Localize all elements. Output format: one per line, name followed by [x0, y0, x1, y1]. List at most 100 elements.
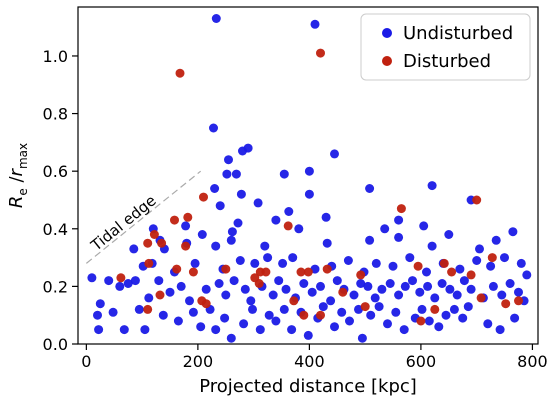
undisturbed-point [365, 235, 375, 245]
undisturbed-point [452, 290, 462, 300]
undisturbed-point [173, 316, 183, 326]
undisturbed-point [246, 296, 256, 306]
undisturbed-point [345, 316, 354, 326]
undisturbed-point [437, 279, 447, 288]
undisturbed-point [95, 299, 105, 309]
y-label-var-sub: max [16, 143, 30, 169]
y-label-var: r [6, 167, 27, 176]
undisturbed-point [221, 290, 231, 300]
undisturbed-point [472, 256, 482, 265]
undisturbed-point [486, 261, 496, 271]
undisturbed-point [427, 241, 437, 251]
undisturbed-point [94, 325, 104, 335]
undisturbed-point [271, 215, 281, 225]
undisturbed-point [239, 319, 249, 329]
undisturbed-point [281, 284, 291, 294]
plot-frame [77, 6, 539, 345]
undisturbed-point [385, 279, 395, 288]
disturbed-point [144, 258, 154, 268]
undisturbed-point [196, 322, 206, 332]
undisturbed-point [363, 281, 373, 291]
undisturbed-point [449, 304, 459, 314]
undisturbed-point [134, 304, 144, 314]
undisturbed-point [119, 325, 129, 335]
undisturbed-point [408, 276, 417, 286]
undisturbed-point [422, 267, 431, 277]
undisturbed-point [279, 169, 289, 179]
undisturbed-point [522, 270, 532, 280]
disturbed-point [360, 302, 370, 312]
y-tick-label: 0.6 [43, 162, 68, 181]
undisturbed-point [288, 253, 298, 263]
disturbed-point [181, 241, 191, 251]
undisturbed-point [514, 287, 523, 297]
disturbed-point [221, 264, 231, 274]
disturbed-point [188, 267, 198, 277]
undisturbed-point [444, 230, 454, 239]
disturbed-point [116, 273, 126, 283]
undisturbed-point [427, 181, 437, 191]
undisturbed-point [343, 256, 353, 265]
y-tick-label: 0.8 [43, 105, 68, 124]
undisturbed-point [210, 184, 220, 193]
disturbed-point [175, 68, 185, 78]
undisturbed-point [201, 284, 211, 294]
undisturbed-point [516, 258, 526, 268]
y-label-mid: / [6, 176, 27, 189]
undisturbed-point [233, 218, 243, 228]
undisturbed-point [455, 264, 465, 274]
axis-ticks: 0 200 400 600 800 0.0 0.2 0.4 0.6 0.8 1.0 [43, 47, 548, 371]
disturbed-point [316, 48, 325, 58]
undisturbed-point [255, 325, 265, 335]
undisturbed-point [185, 296, 194, 306]
y-tick-label: 0.0 [43, 335, 68, 354]
undisturbed-point [417, 304, 427, 314]
undisturbed-point [400, 281, 410, 291]
undisturbed-point [226, 333, 236, 343]
undisturbed-point [248, 304, 257, 314]
undisturbed-point [326, 296, 336, 306]
undisturbed-point [188, 307, 198, 317]
undisturbed-point [227, 227, 237, 237]
disturbed-point [170, 215, 179, 225]
undisturbed-point [238, 146, 247, 156]
legend-box [360, 13, 531, 81]
undisturbed-point [140, 325, 150, 335]
legend-label-disturbed: Disturbed [403, 51, 491, 72]
undisturbed-point [190, 258, 200, 268]
undisturbed-point [129, 244, 139, 254]
undisturbed-point [424, 316, 434, 326]
undisturbed-point [357, 333, 367, 343]
undisturbed-point [211, 241, 221, 251]
undisturbed-point [211, 325, 221, 335]
undisturbed-point [423, 281, 433, 291]
undisturbed-point [250, 258, 260, 268]
undisturbed-point [377, 284, 387, 294]
undisturbed-point [214, 279, 224, 288]
undisturbed-point [491, 235, 501, 245]
disturbed-point [472, 195, 482, 205]
undisturbed-point [383, 319, 392, 329]
disturbed-point [299, 310, 309, 320]
x-tick-label: 200 [183, 352, 214, 371]
undisturbed-point [303, 330, 313, 340]
undisturbed-point [240, 284, 250, 294]
undisturbed-point [278, 258, 288, 268]
undisturbed-point [253, 198, 263, 208]
disturbed-point [143, 304, 153, 314]
disturbed-point [183, 212, 193, 222]
undisturbed-point [264, 310, 274, 320]
undisturbed-point [445, 284, 455, 294]
undisturbed-point [322, 238, 332, 248]
undisturbed-point [458, 313, 468, 323]
undisturbed-point [508, 227, 518, 237]
disturbed-point [396, 204, 406, 214]
legend-marker-undisturbed [382, 28, 392, 38]
undisturbed-point [391, 307, 401, 317]
disturbed-point [476, 293, 486, 303]
x-axis-label: Projected distance [kpc] [199, 376, 417, 397]
legend-label-undisturbed: Undisturbed [403, 23, 513, 44]
undisturbed-point [374, 302, 384, 312]
disturbed-point [439, 258, 449, 268]
undisturbed-point [224, 155, 233, 165]
